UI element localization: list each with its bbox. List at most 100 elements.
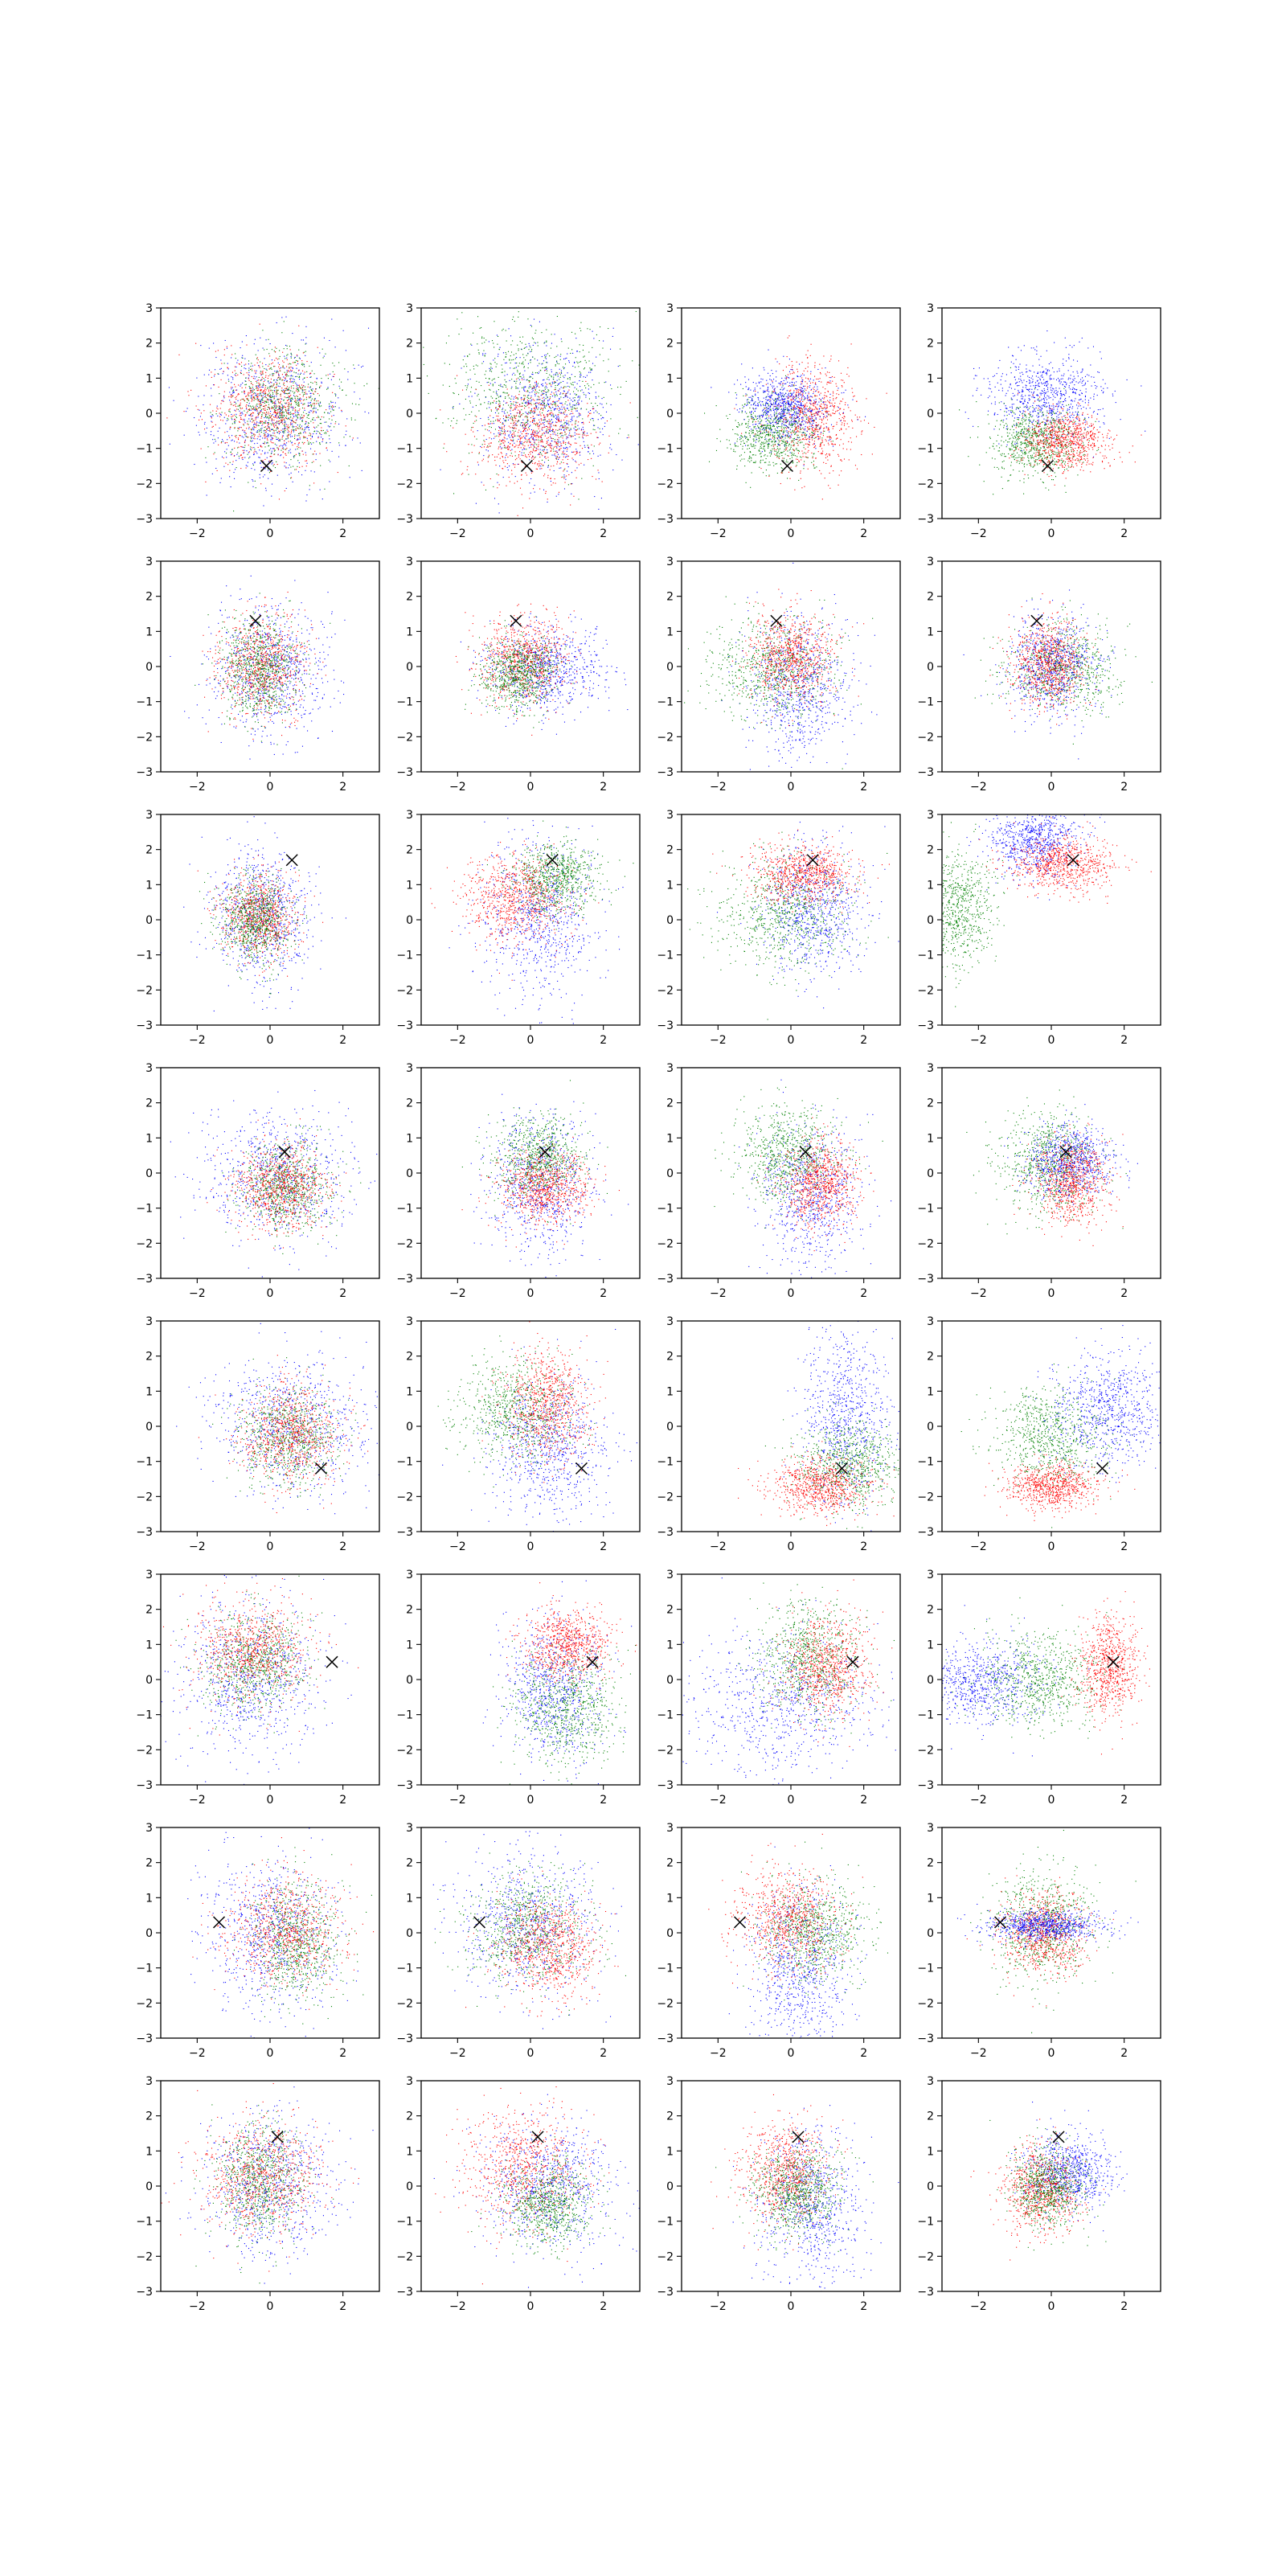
scatter-point [747, 403, 748, 404]
scatter-point [533, 418, 534, 419]
scatter-point [279, 364, 280, 365]
scatter-point [584, 431, 585, 432]
scatter-point [234, 410, 235, 411]
scatter-point [298, 402, 299, 403]
scatter-point [264, 403, 265, 404]
scatter-point [231, 395, 232, 396]
scatter-point [554, 416, 555, 417]
scatter-point [288, 418, 289, 419]
scatter-point [558, 454, 559, 455]
scatter-point [297, 417, 298, 418]
scatter-point [266, 339, 267, 340]
scatter-point [294, 362, 295, 363]
scatter-point [218, 387, 219, 388]
scatter-point [551, 419, 552, 420]
scatter-point [251, 419, 252, 420]
scatter-point [302, 451, 303, 452]
scatter-point [253, 433, 254, 434]
scatter-point [532, 378, 533, 379]
scatter-point [261, 409, 262, 410]
scatter-point [549, 406, 550, 407]
scatter-point [471, 429, 472, 430]
scatter-point [562, 453, 563, 454]
scatter-point [298, 447, 299, 448]
scatter-point [493, 417, 494, 418]
scatter-point [210, 404, 211, 405]
scatter-point [534, 462, 535, 463]
scatter-point [290, 382, 291, 383]
scatter-point [284, 431, 285, 432]
scatter-point [525, 359, 526, 360]
scatter-point [287, 354, 288, 355]
scatter-point [240, 347, 241, 348]
scatter-point [533, 386, 534, 387]
scatter-point [562, 403, 563, 404]
scatter-point [319, 453, 320, 454]
scatter-point [586, 409, 587, 410]
scatter-point [298, 377, 299, 378]
scatter-point [221, 442, 222, 443]
scatter-point [543, 414, 544, 415]
scatter-point [501, 443, 502, 444]
scatter-point [329, 418, 330, 419]
scatter-point [511, 407, 512, 408]
scatter-point [331, 402, 332, 403]
scatter-point [289, 465, 290, 466]
scatter-point [542, 427, 543, 428]
scatter-point [500, 396, 501, 397]
scatter-point [500, 405, 501, 406]
scatter-point [574, 362, 575, 363]
scatter-point [278, 428, 279, 429]
scatter-point [600, 415, 601, 416]
scatter-point [277, 464, 278, 465]
scatter-point [565, 363, 566, 364]
scatter-point [741, 435, 742, 436]
scatter-point [541, 332, 542, 333]
scatter-point [511, 387, 512, 388]
scatter-point [473, 423, 474, 424]
scatter-point [239, 363, 240, 364]
scatter-point [516, 397, 517, 398]
scatter-point [488, 417, 489, 418]
scatter-point [518, 430, 519, 431]
scatter-point [245, 378, 246, 379]
scatter-point [530, 397, 531, 398]
scatter-point [771, 445, 772, 446]
scatter-point [498, 503, 499, 504]
scatter-point [575, 357, 576, 358]
scatter-point [525, 456, 526, 457]
scatter-point [270, 435, 271, 436]
scatter-point [586, 435, 587, 436]
scatter-point [491, 427, 492, 428]
scatter-point [236, 408, 237, 409]
scatter-point [279, 413, 280, 414]
scatter-point [485, 396, 486, 397]
scatter-point [261, 428, 262, 429]
scatter-point [545, 356, 546, 357]
scatter-point [309, 403, 310, 404]
scatter-point [589, 398, 590, 399]
scatter-point [303, 374, 304, 375]
scatter-point [487, 382, 488, 383]
scatter-point [570, 394, 571, 395]
scatter-point [519, 416, 520, 417]
scatter-point [272, 438, 273, 439]
scatter-point [546, 362, 547, 363]
scatter-point [548, 440, 549, 441]
scatter-point [554, 383, 555, 384]
scatter-point [561, 412, 562, 413]
scatter-point [282, 391, 283, 392]
scatter-point [531, 473, 532, 474]
scatter-point [294, 438, 295, 439]
scatter-point [785, 407, 786, 408]
scatter-point [561, 341, 562, 342]
scatter-point [518, 436, 519, 437]
scatter-point [765, 429, 766, 430]
scatter-point [287, 426, 288, 427]
scatter-point [251, 381, 252, 382]
scatter-point [301, 339, 302, 340]
scatter-point [282, 437, 283, 438]
scatter-point [230, 402, 231, 403]
scatter-point [532, 431, 533, 432]
scatter-point [494, 358, 495, 359]
